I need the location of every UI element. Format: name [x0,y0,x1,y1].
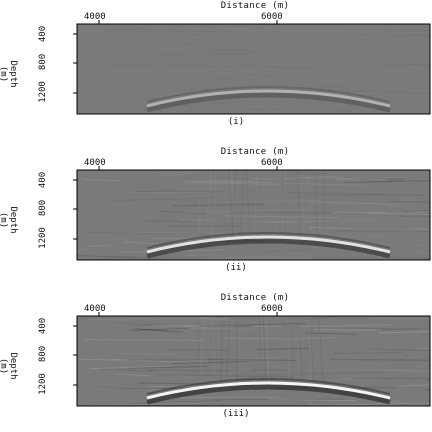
panel-caption: (iii) [216,409,256,419]
noise-streak [166,66,280,67]
noise-streak [208,81,264,82]
panel-caption: (i) [216,117,256,127]
noise-streak [338,45,395,46]
image-background [77,24,430,114]
noise-streak [151,32,187,33]
seismic-panel-i: Distance (m) 4000 6000 Depth (m) 400 800… [0,0,432,140]
noise-streak [226,24,227,92]
seismic-panel-iii: Distance (m) 4000 6000 Depth (m) 400 800… [0,292,432,432]
noise-streak [358,359,428,360]
noise-streak [225,338,281,339]
panel-caption: (ii) [216,263,256,273]
noise-streak [135,31,213,32]
noise-streak [302,170,303,238]
image-background [77,316,430,406]
noise-streak [370,318,427,319]
noise-streak [400,75,422,76]
seismic-panel-ii: Distance (m) 4000 6000 Depth (m) 400 800… [0,146,432,286]
